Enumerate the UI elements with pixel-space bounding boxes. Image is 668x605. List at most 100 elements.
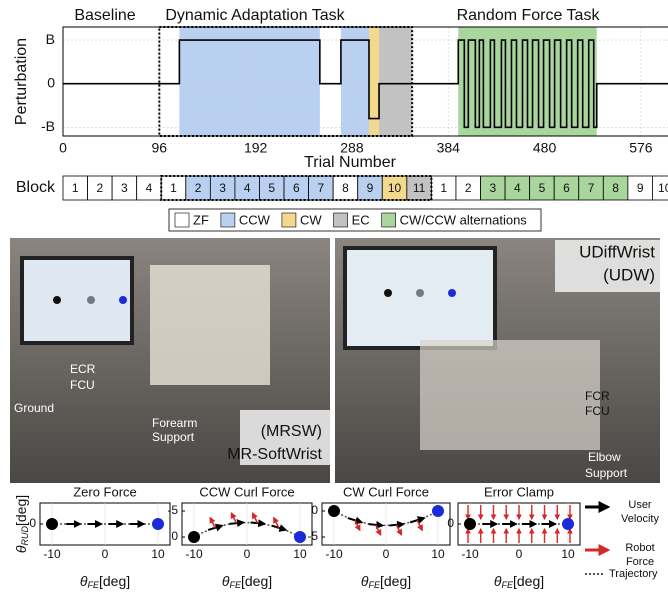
start-dot (464, 518, 476, 530)
x-tick-label: 384 (437, 140, 461, 156)
photo-label: MR-SoftWrist (227, 446, 322, 463)
panel-y-tick-label: 0 (171, 529, 178, 543)
start-dot (328, 505, 340, 517)
block-label: 9 (637, 181, 644, 195)
block-label: 3 (489, 181, 496, 195)
x-axis-label: Trial Number (304, 154, 397, 171)
block-label: 8 (612, 181, 619, 195)
photo-label: FCR (585, 389, 610, 403)
panel-x-tick: -10 (43, 547, 61, 561)
panel-x-tick: 0 (244, 547, 251, 561)
start-dot (46, 518, 58, 530)
block-label: 11 (413, 181, 426, 195)
legend-swatch (334, 213, 348, 227)
x-tick-label: 192 (244, 140, 268, 156)
target-dot (152, 518, 164, 530)
panel-x-tick: 10 (561, 547, 575, 561)
axis-label-part: [deg] (513, 573, 544, 589)
figure: 096192288384480576B0-BBaselineDynamic Ad… (0, 0, 668, 605)
y-tick-label: 0 (47, 74, 55, 90)
axis-label: θFE[deg] (80, 573, 130, 591)
panel-title: CW Curl Force (343, 484, 429, 499)
legend-label: Robot (625, 542, 654, 554)
photo-label: (UDW) (603, 265, 655, 284)
block-label: 5 (268, 181, 275, 195)
photo-label: Forearm (152, 416, 197, 430)
x-tick-label: 0 (59, 140, 67, 156)
y-tick-label: -B (41, 118, 55, 134)
block-label: 5 (539, 181, 546, 195)
y-axis-label: Perturbation (13, 38, 30, 125)
axis-label-part: [deg] (13, 495, 29, 526)
device-left (150, 265, 270, 385)
axis-label-part: [deg] (380, 573, 411, 589)
panel-x-tick: 0 (516, 547, 523, 561)
panel-title: CCW Curl Force (199, 484, 294, 499)
region (369, 27, 379, 136)
panel-title: Zero Force (73, 484, 137, 499)
block-label: 3 (121, 181, 128, 195)
block-label: 6 (293, 181, 300, 195)
x-tick-label: 480 (533, 140, 557, 156)
legend-label: Trajectory (609, 568, 658, 580)
panel-x-tick: -10 (185, 547, 203, 561)
block-label: 2 (195, 181, 202, 195)
axis-label: θFE[deg] (494, 573, 544, 591)
screen-dot (87, 296, 95, 304)
block-label: 7 (318, 181, 325, 195)
legend-label: User (628, 499, 652, 511)
legend-swatch (175, 213, 189, 227)
photo-label: Elbow (588, 450, 621, 464)
region (179, 27, 319, 136)
block-label: 3 (219, 181, 226, 195)
block-label: 10 (658, 181, 668, 195)
legend-label: CCW (239, 212, 271, 227)
phase-label: Random Force Task (457, 7, 601, 24)
phase-label: Dynamic Adaptation Task (165, 7, 345, 24)
screen-dot (53, 296, 61, 304)
monitor-right (345, 248, 495, 348)
target-dot (562, 518, 574, 530)
block-label: 7 (588, 181, 595, 195)
panel-title: Error Clamp (484, 484, 554, 499)
legend-label: EC (352, 212, 370, 227)
block-label: 2 (465, 181, 472, 195)
panel-x-tick: 10 (293, 547, 307, 561)
panel-x-tick: 0 (102, 547, 109, 561)
legend-swatch (282, 213, 296, 227)
panel-x-tick: 10 (431, 547, 445, 561)
panel-y-tick-label: -5 (307, 529, 318, 543)
panel-x-tick: 10 (151, 547, 165, 561)
legend-label: CW/CCW alternations (400, 212, 528, 227)
photo-label: (MRSW) (261, 423, 322, 440)
panel-x-tick: 0 (383, 547, 390, 561)
block-label: 8 (342, 181, 349, 195)
legend-swatch (382, 213, 396, 227)
block-label: 10 (388, 181, 402, 195)
legend-label: Force (626, 556, 654, 568)
target-dot (294, 531, 306, 543)
legend-swatch (221, 213, 235, 227)
axis-label: θRUD[deg] (13, 495, 31, 553)
photo-label: UDiffWrist (579, 242, 655, 261)
device-right (420, 340, 600, 450)
panel-x-tick: -10 (461, 547, 479, 561)
photo-label: ECR (70, 362, 96, 376)
screen-dot (384, 289, 392, 297)
panel-y-tick-label: 0 (311, 503, 318, 517)
start-dot (188, 531, 200, 543)
axis-label-part: [deg] (241, 573, 272, 589)
panel-y-tick-label: -5 (167, 503, 178, 517)
photo-label: Support (152, 430, 195, 444)
monitor-left (22, 258, 132, 343)
y-tick-label: B (46, 31, 55, 47)
photo-label: Ground (14, 401, 54, 415)
axis-label: θFE[deg] (222, 573, 272, 591)
block-label: 4 (244, 181, 251, 195)
region (379, 27, 412, 136)
block-label: 1 (170, 181, 177, 195)
panel-y-tick-label: 0 (447, 516, 454, 530)
legend-label: CW (300, 212, 322, 227)
photo-label: FCU (585, 404, 610, 418)
block-label: 1 (72, 181, 79, 195)
